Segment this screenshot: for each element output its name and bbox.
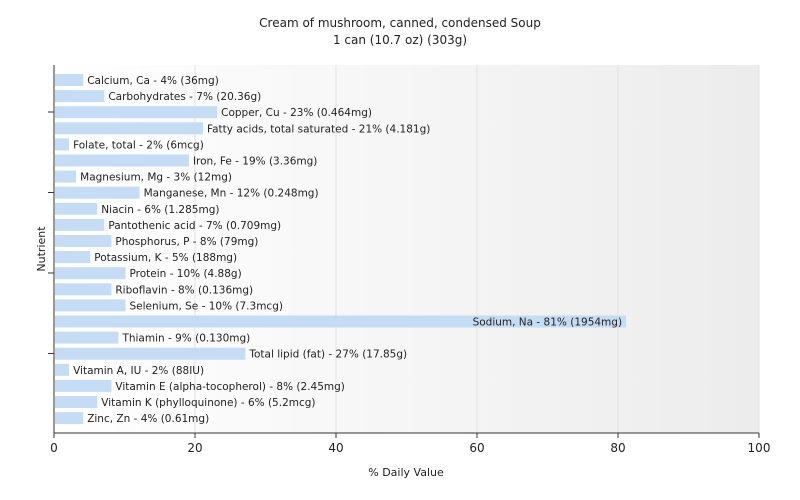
bars: Calcium, Ca - 4% (36mg) Carbohydrates - 7… xyxy=(55,74,627,425)
x-axis-label: % Daily Value xyxy=(368,466,444,479)
x-tick-label: 20 xyxy=(187,441,202,455)
bar-label: Selenium, Se - 10% (7.3mcg) xyxy=(130,300,283,312)
bar-label: Sodium, Na - 81% (1954mg) xyxy=(473,317,622,329)
bar xyxy=(55,331,119,344)
bar-label: Vitamin A, IU - 2% (88IU) xyxy=(73,365,204,377)
bar xyxy=(55,122,204,135)
bar-label: Fatty acids, total saturated - 21% (4.18… xyxy=(207,123,430,135)
bar-label: Zinc, Zn - 4% (0.61mg) xyxy=(87,413,209,425)
bar-label: Potassium, K - 5% (188mg) xyxy=(94,252,237,264)
plot-area xyxy=(54,65,759,433)
bar-label: Riboflavin - 8% (0.136mg) xyxy=(115,284,253,296)
chart-title: Cream of mushroom, canned, condensed Sou… xyxy=(259,16,541,30)
bar-label: Calcium, Ca - 4% (36mg) xyxy=(87,75,219,87)
bar xyxy=(55,315,627,328)
x-tick-label: 100 xyxy=(748,441,771,455)
bar xyxy=(55,74,84,86)
bar xyxy=(55,347,246,360)
bar xyxy=(55,202,98,215)
bar xyxy=(55,235,112,247)
bar-label: Thiamin - 9% (0.130mg) xyxy=(121,333,250,345)
bar xyxy=(55,251,91,264)
x-tick-label: 0 xyxy=(50,441,58,455)
bar-label: Copper, Cu - 23% (0.464mg) xyxy=(221,107,372,119)
bar xyxy=(55,396,98,408)
bar xyxy=(55,412,84,425)
x-tick-label: 80 xyxy=(610,441,625,455)
bar xyxy=(55,363,70,376)
bar xyxy=(55,154,189,167)
grid xyxy=(194,65,760,433)
bar xyxy=(55,283,112,296)
bar-label: Pantothenic acid - 7% (0.709mg) xyxy=(108,220,281,232)
bar xyxy=(55,90,105,103)
bar-label: Carbohydrates - 7% (20.36g) xyxy=(108,91,261,103)
bar-label: Niacin - 6% (1.285mg) xyxy=(101,204,219,216)
bar xyxy=(55,218,105,231)
bar xyxy=(55,186,140,199)
x-tick-label: 60 xyxy=(469,441,484,455)
bar-label: Phosphorus, P - 8% (79mg) xyxy=(115,236,258,248)
bar-label: Manganese, Mn - 12% (0.248mg) xyxy=(144,188,319,200)
x-tick-label: 40 xyxy=(328,441,343,455)
bar-label: Iron, Fe - 19% (3.36mg) xyxy=(193,156,317,168)
bar-label: Protein - 10% (4.88g) xyxy=(130,268,242,280)
bar-label: Folate, total - 2% (6mcg) xyxy=(73,139,204,151)
axes xyxy=(48,65,759,434)
bar xyxy=(55,379,112,392)
bar xyxy=(55,138,70,151)
bar xyxy=(55,170,77,183)
bar xyxy=(55,106,218,119)
bar xyxy=(55,267,126,280)
bar-label: Vitamin E (alpha-tocopherol) - 8% (2.45m… xyxy=(115,381,345,393)
bar-label: Total lipid (fat) - 27% (17.85g) xyxy=(248,349,407,361)
x-ticks: 0 20 40 60 80 100 xyxy=(50,433,770,455)
chart-subtitle: 1 can (10.7 oz) (303g) xyxy=(333,33,467,47)
y-axis-label: Nutrient xyxy=(35,226,48,272)
bar-label: Vitamin K (phylloquinone) - 6% (5.2mcg) xyxy=(101,397,315,409)
bar-label: Magnesium, Mg - 3% (12mg) xyxy=(80,172,232,184)
bar xyxy=(55,299,126,312)
